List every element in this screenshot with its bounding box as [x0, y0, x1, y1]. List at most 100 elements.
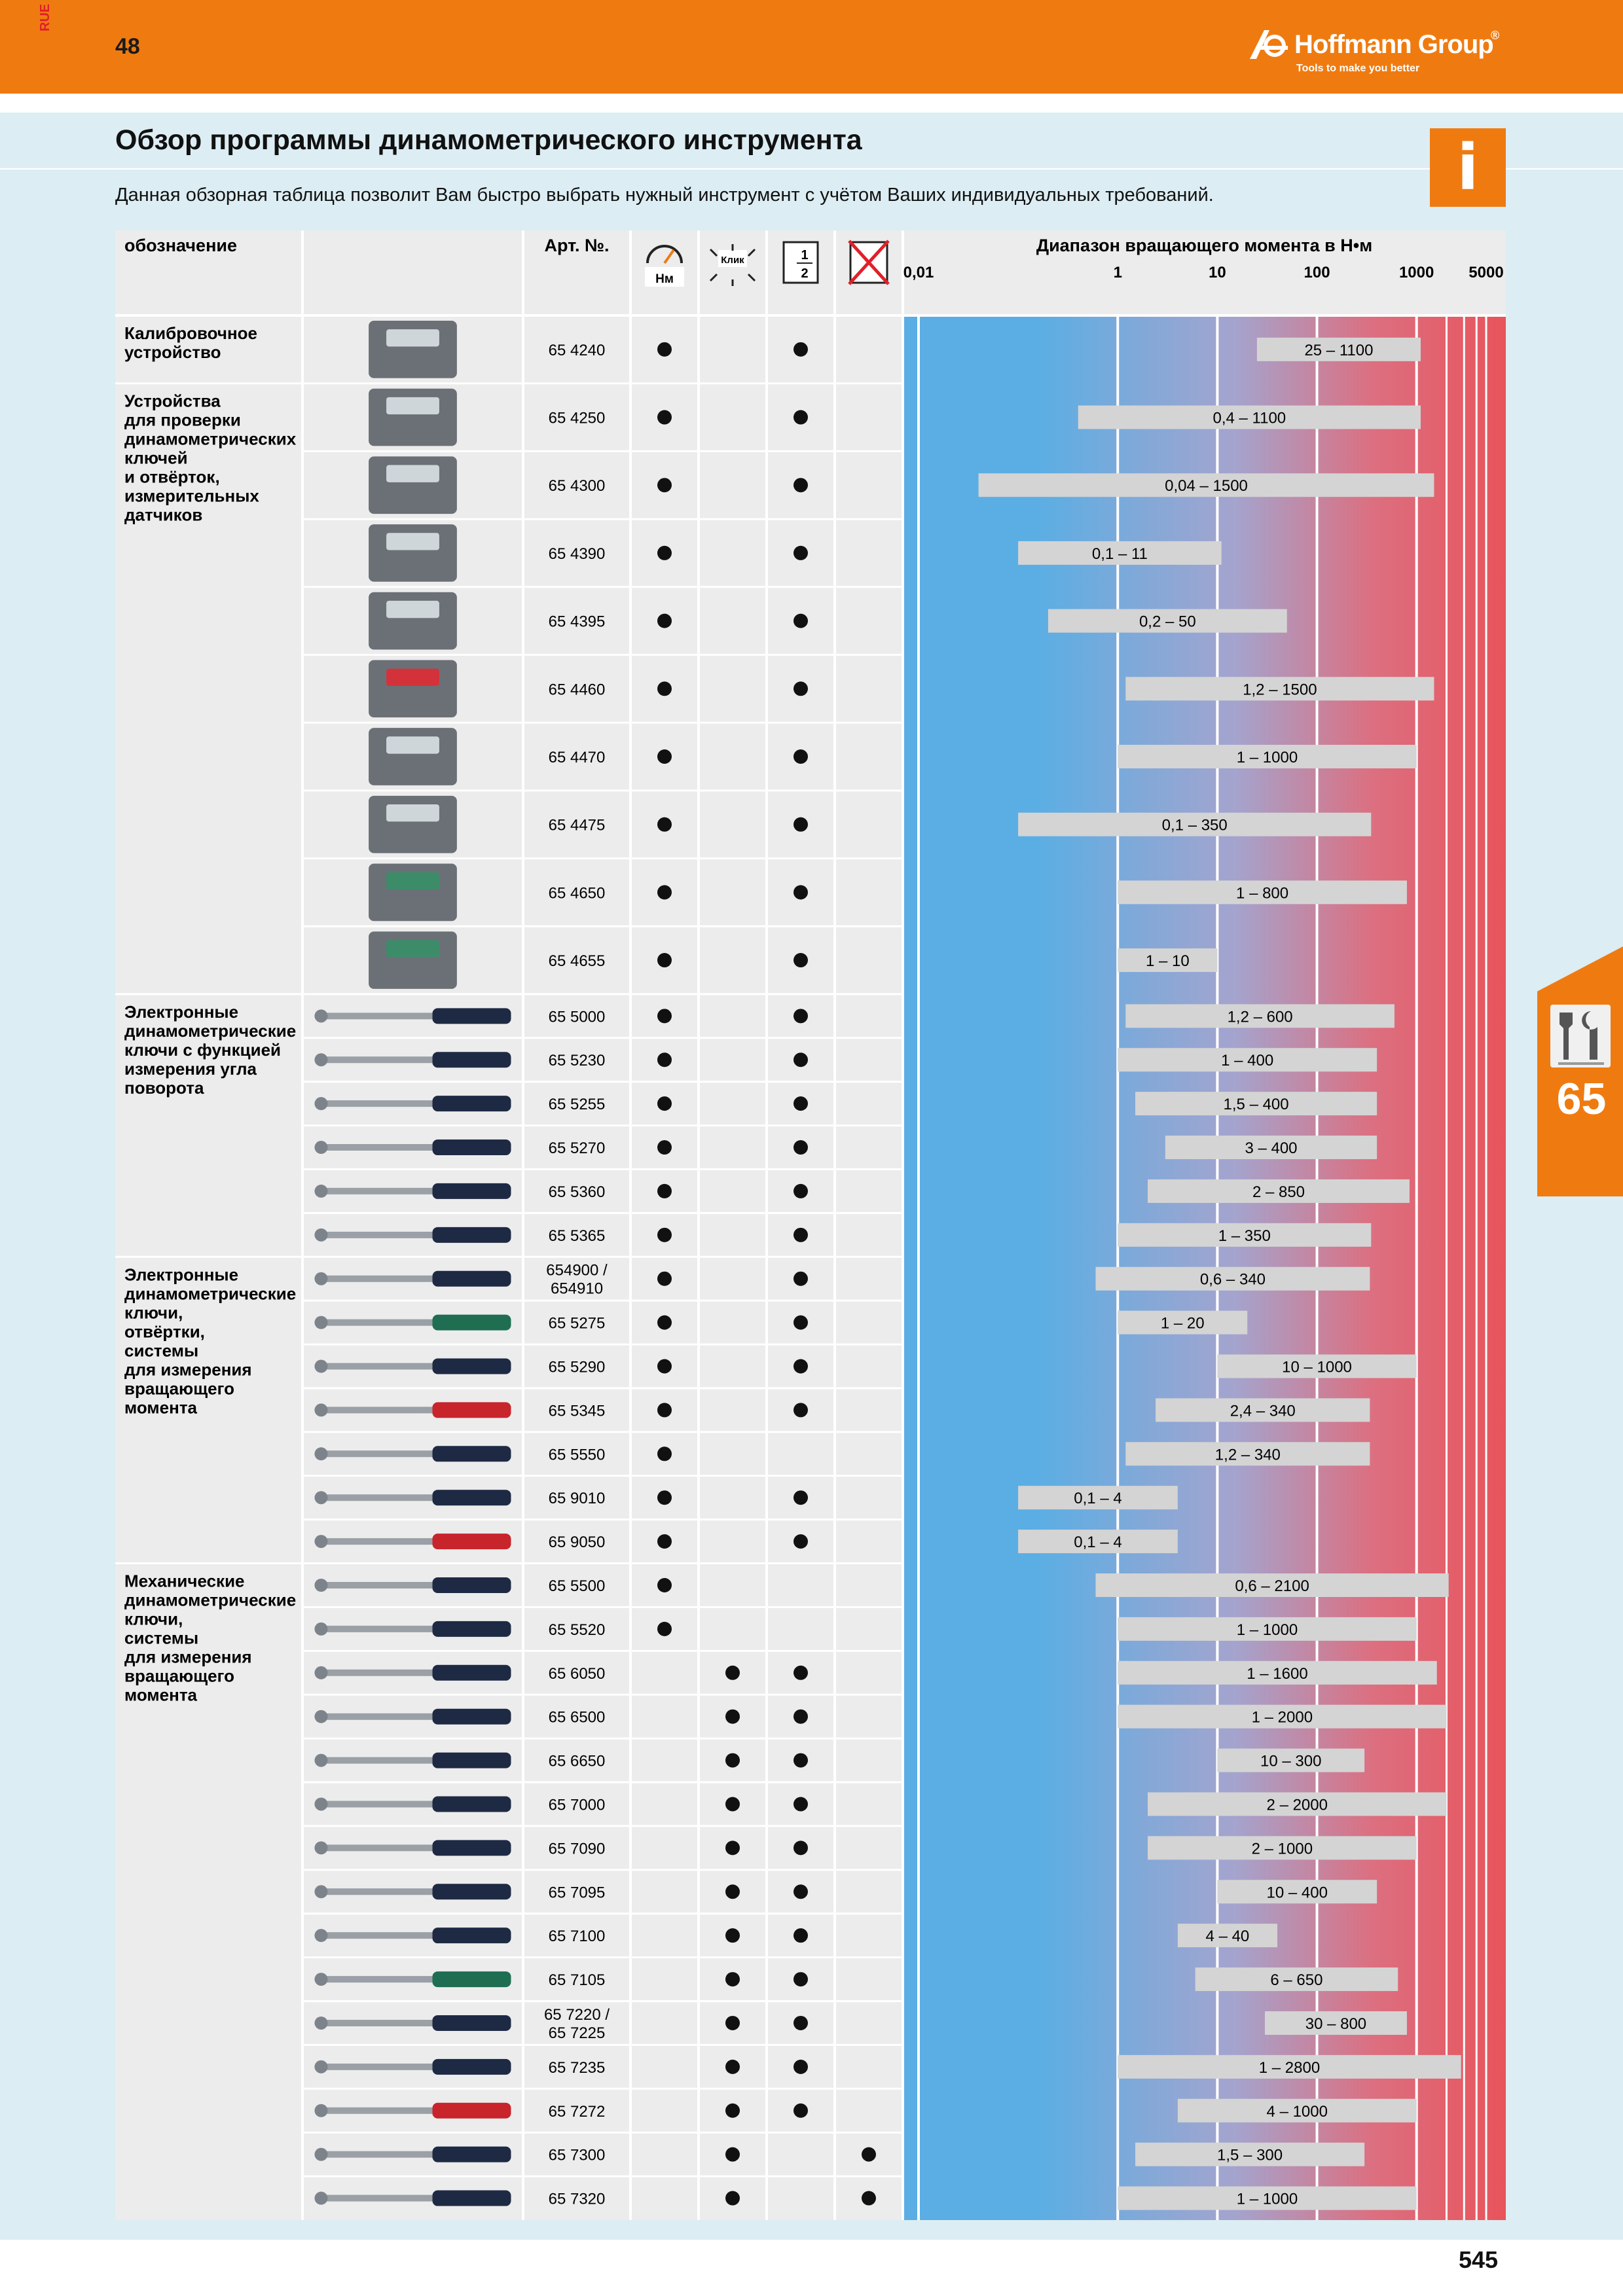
range-bar — [1095, 1266, 1370, 1291]
chapter-number: 65 — [1556, 1074, 1607, 1124]
table-row: 65 4390 0,1 – 11 — [302, 518, 1222, 582]
product-image — [314, 2058, 511, 2075]
range-label: 1 – 2000 — [1252, 1709, 1313, 1727]
range-bar — [1118, 1223, 1372, 1247]
article-number: 65 5550 — [549, 1446, 606, 1463]
product-image — [314, 1971, 511, 1988]
article-number: 65 5290 — [549, 1359, 606, 1376]
chapter-tab[interactable] — [1537, 946, 1623, 1196]
range-label: 1 – 350 — [1218, 1227, 1271, 1245]
group-label-line: системы — [124, 1340, 198, 1360]
feature-dot — [657, 1052, 672, 1067]
product-image — [314, 1928, 511, 1944]
feature-dot — [657, 1359, 672, 1374]
scale-tick-label: 100 — [1304, 264, 1330, 281]
feature-dot — [725, 2191, 740, 2206]
feature-dot — [657, 1621, 672, 1636]
product-image — [314, 1052, 511, 1068]
range-label: 1,2 – 600 — [1228, 1008, 1293, 1026]
range-label: 10 – 300 — [1260, 1753, 1321, 1770]
article-number: 65 5520 — [549, 1621, 606, 1639]
feature-dot — [793, 1359, 808, 1374]
range-bar — [1018, 541, 1222, 565]
click-icon: Клик — [709, 244, 756, 286]
feature-dot — [793, 1709, 808, 1724]
feature-dot — [793, 1096, 808, 1111]
table-row: 65 4250 0,4 – 1100 — [115, 382, 1421, 446]
feature-dot — [793, 2103, 808, 2118]
header-art: Арт. №. — [544, 236, 609, 255]
article-number: 65 6050 — [549, 1665, 606, 1683]
range-label: 1 – 20 — [1161, 1315, 1205, 1333]
article-number: 65 9010 — [549, 1490, 606, 1507]
article-number: 654910 — [551, 1280, 603, 1298]
table-row: 65 7272 4 – 1000 — [302, 2087, 1417, 2123]
feature-dot — [793, 885, 808, 900]
feature-dot — [725, 2147, 740, 2162]
feature-dot — [793, 342, 808, 357]
range-bar — [1118, 2186, 1417, 2210]
gauge-icon: Нм — [645, 245, 684, 287]
product-image — [314, 1577, 511, 1593]
range-label: 1,2 – 340 — [1215, 1446, 1281, 1463]
feature-dot — [793, 749, 808, 764]
product-image — [369, 592, 457, 650]
header-icon-click: Клик — [721, 255, 744, 266]
article-number: 65 5365 — [549, 1227, 606, 1245]
feature-dot — [657, 1009, 672, 1024]
range-bar — [1148, 1179, 1410, 1203]
brand-logo[interactable]: Hoffmann Group ® Tools to make you bette… — [1247, 26, 1509, 79]
article-number: 65 5345 — [549, 1402, 606, 1420]
article-number: 65 6650 — [549, 1753, 606, 1770]
feature-dot — [725, 1797, 740, 1812]
article-number: 65 4655 — [549, 952, 606, 970]
feature-dot — [657, 545, 672, 560]
product-image — [314, 1096, 511, 1112]
overview-table-svg: обозначение Арт. №. Диапазон вращающего мо… — [115, 230, 1506, 2220]
feature-dot — [657, 613, 672, 628]
product-image — [314, 1796, 511, 1812]
feature-dot — [657, 1183, 672, 1198]
feature-dot — [657, 1315, 672, 1330]
feature-dot — [657, 1403, 672, 1418]
range-label: 1 – 2800 — [1259, 2059, 1320, 2077]
table-row: 65 9050 0,1 – 4 — [302, 1518, 1178, 1554]
feature-dot — [793, 1271, 808, 1286]
page-subtitle: Данная обзорная таблица позволит Вам быс… — [115, 185, 1214, 206]
feature-dot — [657, 681, 672, 696]
product-image — [369, 863, 457, 922]
group-label-line: ключи с функцией — [124, 1040, 281, 1060]
table-row: 65 6500 1 – 2000 — [302, 1693, 1447, 1729]
range-label: 1 – 10 — [1146, 952, 1190, 970]
group-label-line: динамометрические — [124, 1590, 296, 1610]
feature-dot — [793, 1140, 808, 1155]
info-icon: i — [1430, 128, 1506, 207]
article-number: 65 4240 — [549, 342, 606, 359]
range-label: 1,2 – 1500 — [1243, 681, 1317, 698]
product-image — [369, 456, 457, 514]
range-label: 2 – 2000 — [1267, 1796, 1328, 1814]
feature-dot — [725, 1665, 740, 1680]
table-row: 65 4475 0,1 – 350 — [302, 789, 1372, 853]
scale-tick-label: 1 — [1114, 264, 1122, 281]
page-number: 545 — [1459, 2246, 1499, 2273]
table-row: 65 7090 2 – 1000 — [302, 1825, 1417, 1860]
half-icon: 12 — [782, 241, 819, 284]
range-bar — [1177, 2098, 1417, 2123]
feature-dot — [657, 342, 672, 357]
product-image — [314, 1314, 511, 1331]
table-row: 65 4395 0,2 – 50 — [302, 586, 1287, 650]
range-label: 30 – 800 — [1305, 2015, 1366, 2033]
range-label: 0,1 – 11 — [1092, 545, 1148, 563]
product-image — [314, 2190, 511, 2206]
product-image — [314, 1664, 511, 1681]
group-label-line: устройство — [124, 342, 221, 362]
range-bar — [1048, 609, 1287, 633]
range-bar — [1118, 1617, 1417, 1641]
range-bar — [1118, 1048, 1377, 1072]
range-label: 3 – 400 — [1245, 1139, 1297, 1157]
overview-table: обозначение Арт. №. Диапазон вращающего мо… — [115, 230, 1506, 2220]
product-image — [314, 1840, 511, 1856]
group-label-line: динамометрические — [124, 1283, 296, 1303]
article-number: 65 7090 — [549, 1840, 606, 1857]
